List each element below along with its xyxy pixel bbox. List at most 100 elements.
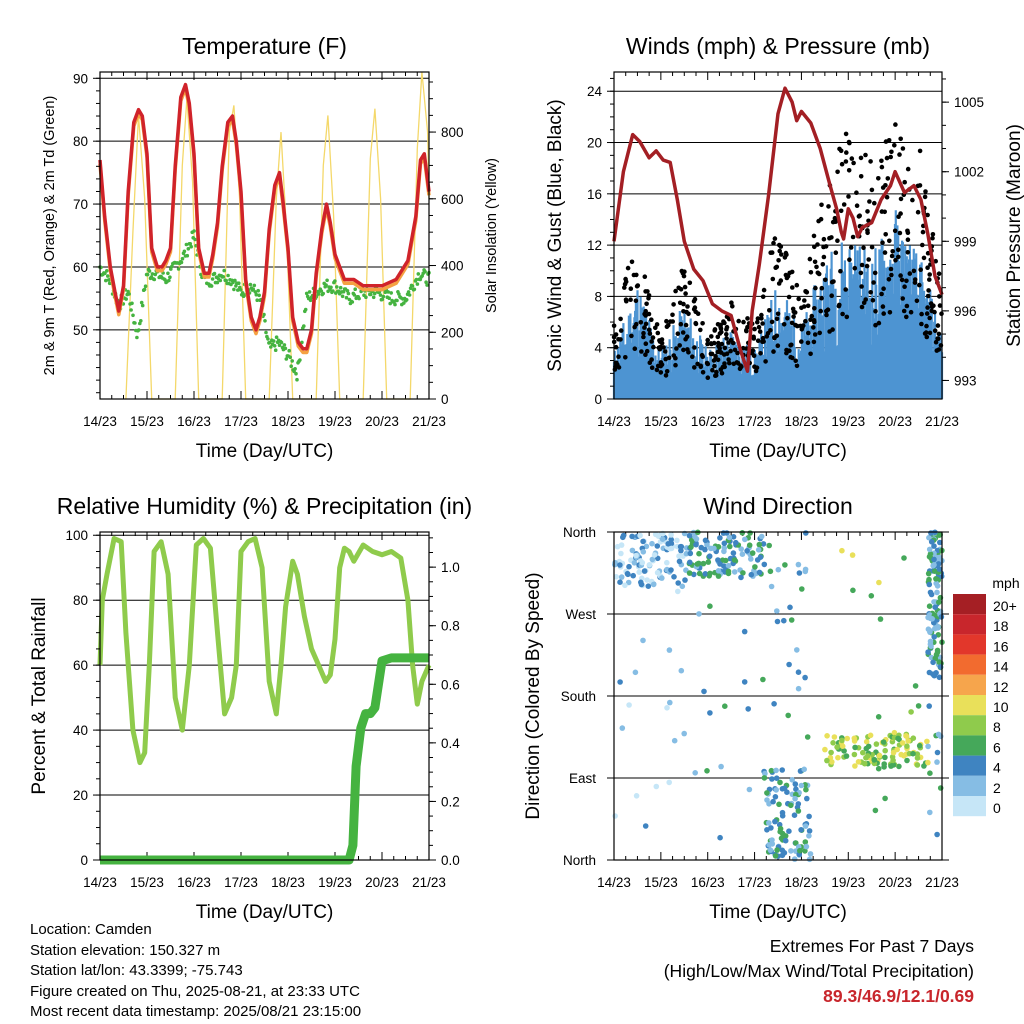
gust-point — [896, 254, 901, 260]
direction-point — [896, 763, 902, 770]
dewpoint-point — [340, 294, 345, 299]
dewpoint-point — [364, 295, 368, 300]
gust-point — [623, 355, 628, 360]
gust-point — [870, 298, 876, 303]
gust-point — [924, 334, 930, 340]
direction-point — [882, 754, 888, 761]
gust-point — [925, 265, 930, 271]
direction-point — [760, 676, 766, 683]
direction-point — [774, 847, 780, 853]
dewpoint-point — [321, 291, 326, 296]
dewpoint-point — [380, 297, 385, 302]
gust-point — [779, 252, 784, 257]
gust-point — [684, 309, 689, 315]
dewpoint-point — [406, 290, 411, 294]
gust-point — [869, 244, 875, 250]
dewpoint-point — [166, 271, 170, 276]
gust-point — [881, 311, 886, 316]
gust-point — [629, 333, 634, 339]
gust-point — [927, 277, 932, 282]
gust-point — [919, 311, 924, 317]
chart-title: Winds (mph) & Pressure (mb) — [626, 33, 930, 59]
gust-point — [912, 280, 918, 285]
gust-point — [914, 298, 920, 304]
direction-point — [934, 589, 940, 596]
gust-point — [864, 263, 870, 269]
direction-point — [786, 828, 792, 834]
direction-point — [762, 770, 768, 777]
dewpoint-point — [381, 294, 386, 299]
direction-point — [612, 561, 618, 568]
y-tick-label: 0 — [594, 392, 602, 407]
legend-swatch — [953, 775, 986, 796]
x-tick-label: 20/23 — [365, 875, 399, 890]
gust-point — [685, 304, 690, 309]
gust-point — [829, 279, 835, 285]
direction-point — [791, 812, 798, 818]
gust-point — [926, 293, 931, 299]
y2-tick-label: 0.6 — [441, 677, 460, 692]
direction-point — [769, 776, 775, 782]
direction-point — [804, 734, 811, 740]
direction-point — [777, 825, 784, 832]
dewpoint-point — [378, 293, 383, 297]
dewpoint-point — [262, 312, 266, 317]
dewpoint-point — [263, 319, 267, 323]
gust-point — [856, 214, 862, 219]
direction-point — [795, 808, 802, 814]
dewpoint-point — [140, 303, 145, 308]
gust-point — [937, 303, 943, 308]
dewpoint-point — [131, 313, 135, 318]
direction-point — [640, 637, 646, 644]
direction-point — [830, 740, 836, 746]
direction-point — [839, 737, 845, 744]
direction-point — [843, 753, 850, 759]
direction-point — [802, 674, 808, 681]
direction-point — [705, 559, 712, 565]
y-axis-label: Direction (Colored By Speed) — [523, 572, 544, 819]
gust-point — [736, 318, 741, 324]
gust-point — [759, 316, 764, 321]
direction-point — [930, 671, 936, 677]
direction-point — [740, 570, 746, 576]
gust-point — [632, 346, 638, 352]
gust-point — [883, 139, 889, 144]
gust-point — [863, 152, 868, 158]
dewpoint-point — [294, 371, 298, 376]
gust-point — [684, 334, 690, 340]
direction-point — [738, 574, 744, 581]
dewpoint-point — [284, 357, 289, 361]
gust-point — [830, 327, 835, 332]
y-tick-label: 60 — [73, 260, 88, 275]
dewpoint-point — [308, 298, 313, 303]
gust-point — [888, 266, 894, 272]
gust-point — [686, 350, 691, 355]
gust-point — [751, 334, 756, 340]
direction-point — [779, 813, 786, 819]
dewpoint-point — [189, 244, 193, 249]
pressure-line — [612, 86, 944, 373]
direction-point — [730, 550, 737, 556]
direction-point — [666, 779, 672, 786]
x-tick-label: 21/23 — [925, 414, 959, 429]
gust-point — [889, 149, 894, 155]
gust-point — [634, 283, 640, 289]
gust-point — [673, 288, 678, 294]
direction-point — [932, 604, 938, 610]
gust-point — [818, 308, 823, 314]
gust-point — [813, 285, 818, 291]
gust-point — [902, 284, 907, 290]
gust-point — [784, 252, 789, 258]
gust-point — [861, 300, 867, 306]
direction-point — [784, 789, 790, 795]
gust-point — [623, 276, 628, 282]
legend-label: 2 — [993, 780, 1001, 796]
legend-label: 8 — [993, 719, 1001, 735]
dewpoint-point — [407, 293, 412, 297]
extremes-box: Extremes For Past 7 Days (High/Low/Max W… — [664, 934, 974, 1009]
gust-point — [930, 232, 936, 237]
dewpoint-point — [307, 290, 312, 294]
direction-point — [767, 847, 774, 853]
direction-point — [696, 611, 702, 617]
y-tick-label: 20 — [587, 136, 602, 151]
